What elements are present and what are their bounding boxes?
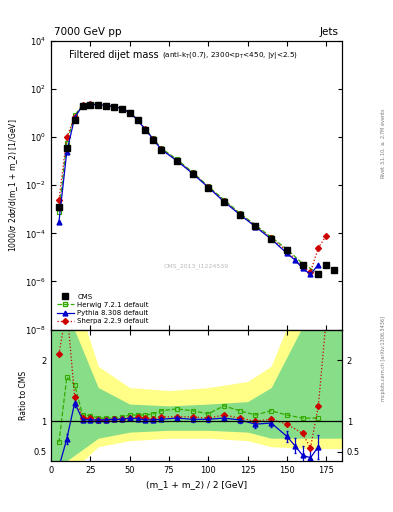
Text: Filtered dijet mass: Filtered dijet mass <box>69 50 162 59</box>
Text: Jets: Jets <box>320 27 339 37</box>
Y-axis label: Ratio to CMS: Ratio to CMS <box>18 371 28 420</box>
Text: 7000 GeV pp: 7000 GeV pp <box>54 27 121 37</box>
Text: Rivet 3.1.10, $\geq$ 2.7M events: Rivet 3.1.10, $\geq$ 2.7M events <box>379 108 387 179</box>
X-axis label: (m_1 + m_2) / 2 [GeV]: (m_1 + m_2) / 2 [GeV] <box>146 480 247 489</box>
Legend: CMS, Herwig 7.2.1 default, Pythia 8.308 default, Sherpa 2.2.9 default: CMS, Herwig 7.2.1 default, Pythia 8.308 … <box>55 292 151 326</box>
Text: mcplots.cern.ch [arXiv:1306.3436]: mcplots.cern.ch [arXiv:1306.3436] <box>381 316 386 401</box>
Y-axis label: 1000/$\sigma$ 2d$\sigma$/d(m_1 + m_2) [1/GeV]: 1000/$\sigma$ 2d$\sigma$/d(m_1 + m_2) [1… <box>7 118 20 252</box>
Text: CMS_2013_I1224539: CMS_2013_I1224539 <box>164 263 229 269</box>
Text: (anti-k$_{\rm T}$(0.7), 2300<p$_{\rm T}$<450, |y|<2.5): (anti-k$_{\rm T}$(0.7), 2300<p$_{\rm T}$… <box>162 50 298 60</box>
